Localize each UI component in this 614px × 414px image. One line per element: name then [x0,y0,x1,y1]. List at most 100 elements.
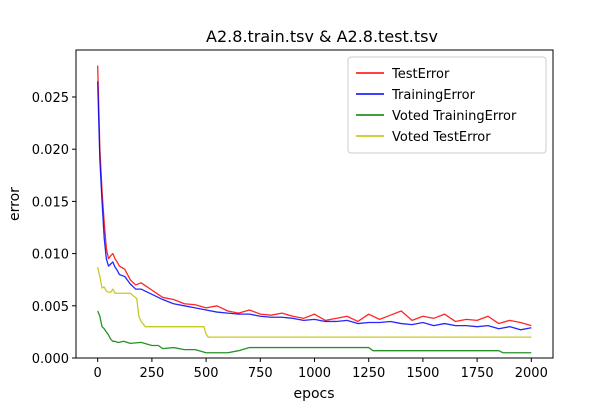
data-point-trainingerror [531,327,532,328]
y-axis: 0.000 0.005 0.010 0.015 0.020 0.025 [32,91,76,367]
x-tick-label: 750 [248,366,273,381]
data-point-testerror [401,310,402,311]
data-point-testerror [466,319,467,320]
data-point-voted-testerror [104,286,105,287]
data-point-trainingerror [325,321,326,322]
data-point-voted-testerror [184,326,185,327]
data-point-voted-trainingerror [110,339,111,340]
data-point-testerror [117,261,118,262]
data-point-trainingerror [444,323,445,324]
data-point-testerror [271,315,272,316]
data-point-testerror [173,299,174,300]
data-point-trainingerror [151,294,152,295]
y-axis-label: error [7,187,23,221]
data-point-testerror [498,323,499,324]
x-tick-label: 1000 [298,366,331,381]
data-point-testerror [119,266,120,267]
data-point-trainingerror [292,318,293,319]
data-point-voted-trainingerror [119,342,120,343]
data-point-voted-trainingerror [477,350,478,351]
data-point-testerror [477,320,478,321]
data-point-trainingerror [195,307,196,308]
data-point-testerror [292,316,293,317]
data-point-testerror [520,322,521,323]
data-point-trainingerror [260,316,261,317]
data-point-testerror [110,255,111,256]
data-point-trainingerror [101,201,102,202]
data-point-testerror [336,318,337,319]
data-point-trainingerror [184,305,185,306]
data-point-trainingerror [97,81,98,82]
x-axis-label: epocs [293,386,334,402]
data-point-testerror [195,304,196,305]
y-tick-label: 0.010 [32,248,69,263]
data-point-voted-trainingerror [368,347,369,348]
data-point-trainingerror [106,258,107,259]
data-point-trainingerror [227,313,228,314]
data-point-testerror [227,310,228,311]
data-point-voted-testerror [106,291,107,292]
data-point-trainingerror [216,311,217,312]
series-layer [97,65,532,354]
x-tick-label: 1250 [352,366,385,381]
data-point-trainingerror [390,321,391,322]
data-point-trainingerror [346,320,347,321]
data-point-trainingerror [520,329,521,330]
data-point-voted-trainingerror [130,343,131,344]
data-point-testerror [205,307,206,308]
data-point-voted-trainingerror [104,328,105,329]
data-point-trainingerror [379,322,380,323]
series-line-voted-testerror [97,267,532,338]
data-point-voted-trainingerror [531,352,532,353]
x-tick-label: 2000 [515,366,548,381]
data-point-testerror [444,314,445,315]
data-point-voted-testerror [130,293,131,294]
data-point-trainingerror [108,266,109,267]
data-point-voted-testerror [227,337,228,338]
data-point-voted-trainingerror [238,350,239,351]
data-point-trainingerror [238,314,239,315]
data-point-voted-trainingerror [314,347,315,348]
data-point-testerror [135,284,136,285]
data-point-trainingerror [487,325,488,326]
data-point-voted-trainingerror [195,349,196,350]
data-point-voted-testerror [99,276,100,277]
data-point-voted-trainingerror [99,316,100,317]
data-point-trainingerror [124,276,125,277]
y-tick-label: 0.000 [32,352,69,367]
x-tick-label: 0 [94,366,102,381]
data-point-trainingerror [162,299,163,300]
x-tick-label: 250 [139,366,164,381]
x-tick-label: 500 [194,366,219,381]
data-point-voted-trainingerror [97,310,98,311]
legend-label: Voted TestError [392,130,491,145]
data-point-voted-testerror [112,288,113,289]
data-point-trainingerror [135,288,136,289]
data-point-voted-testerror [216,337,217,338]
data-point-trainingerror [112,261,113,262]
data-point-trainingerror [509,326,510,327]
data-point-trainingerror [281,317,282,318]
data-point-voted-testerror [208,337,209,338]
data-point-testerror [411,320,412,321]
data-point-testerror [422,316,423,317]
data-point-voted-trainingerror [216,352,217,353]
data-point-voted-trainingerror [114,341,115,342]
data-point-voted-testerror [531,337,532,338]
data-point-testerror [433,318,434,319]
y-tick-label: 0.015 [32,195,69,210]
data-point-trainingerror [455,325,456,326]
data-point-voted-testerror [173,326,174,327]
data-point-voted-testerror [205,333,206,334]
data-point-testerror [509,320,510,321]
data-point-voted-trainingerror [422,350,423,351]
data-point-testerror [455,321,456,322]
data-point-trainingerror [433,325,434,326]
data-point-trainingerror [104,237,105,238]
data-point-voted-trainingerror [106,331,107,332]
data-point-voted-trainingerror [112,341,113,342]
data-point-trainingerror [368,322,369,323]
x-axis: 0 250 500 750 1000 1250 1500 1750 2000 [94,358,548,381]
